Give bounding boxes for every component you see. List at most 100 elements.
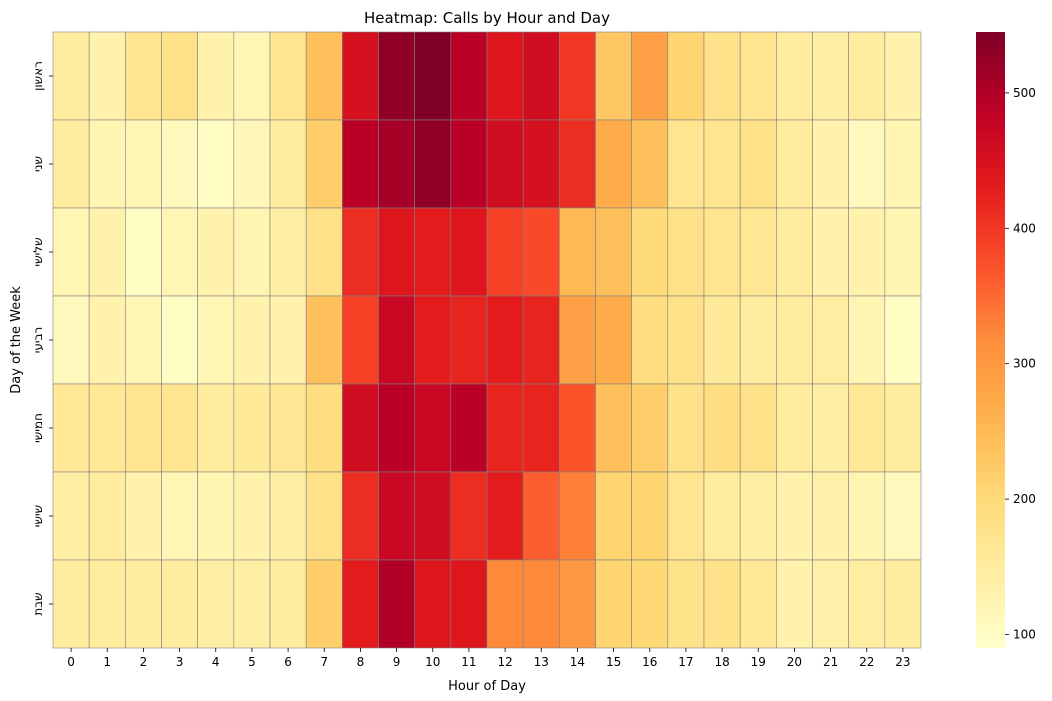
heatmap-cell bbox=[703, 119, 741, 209]
heatmap-cell bbox=[233, 471, 271, 561]
heatmap-cell bbox=[486, 119, 524, 209]
heatmap-cell bbox=[414, 559, 452, 649]
heatmap-cell bbox=[812, 559, 849, 649]
colorbar bbox=[976, 32, 1005, 648]
heatmap-cell bbox=[197, 559, 235, 649]
colorbar-tick-label: 500 bbox=[1013, 86, 1036, 100]
heatmap-cell bbox=[667, 207, 705, 297]
heatmap-cell bbox=[450, 295, 488, 385]
heatmap-cell bbox=[52, 295, 90, 385]
heatmap-cell bbox=[342, 31, 379, 121]
heatmap-cell bbox=[342, 295, 379, 385]
heatmap-cell bbox=[125, 207, 162, 297]
heatmap-cell bbox=[848, 119, 886, 209]
heatmap-cell bbox=[88, 383, 126, 473]
heatmap-cell bbox=[305, 471, 343, 561]
heatmap-cell bbox=[595, 383, 632, 473]
heatmap-cell bbox=[848, 559, 886, 649]
heatmap-cell bbox=[812, 31, 849, 121]
y-tick-label: ראשון bbox=[31, 61, 45, 91]
x-tick-label: 21 bbox=[823, 655, 838, 669]
heatmap-cell bbox=[595, 559, 632, 649]
x-tick-label: 7 bbox=[320, 655, 328, 669]
heatmap-cell bbox=[450, 471, 488, 561]
heatmap-cell bbox=[414, 119, 452, 209]
heatmap-cell bbox=[631, 119, 669, 209]
heatmap-cell bbox=[848, 383, 886, 473]
x-tick-label: 5 bbox=[248, 655, 256, 669]
heatmap-cell bbox=[559, 559, 596, 649]
x-tick-label: 18 bbox=[714, 655, 729, 669]
heatmap-cell bbox=[197, 383, 235, 473]
heatmap-cell bbox=[884, 383, 922, 473]
heatmap-cell bbox=[884, 31, 922, 121]
heatmap-cell bbox=[233, 559, 271, 649]
colorbar-tick-label: 300 bbox=[1013, 357, 1036, 371]
heatmap-cell bbox=[559, 31, 596, 121]
heatmap-cell bbox=[739, 207, 777, 297]
heatmap-cell bbox=[776, 559, 813, 649]
x-tick-label: 11 bbox=[461, 655, 476, 669]
heatmap-cell bbox=[559, 295, 596, 385]
heatmap-cell bbox=[739, 471, 777, 561]
heatmap-cell bbox=[233, 31, 271, 121]
colorbar-tick-label: 200 bbox=[1013, 492, 1036, 506]
heatmap-cell bbox=[305, 559, 343, 649]
heatmap-cell bbox=[595, 207, 632, 297]
x-tick-label: 1 bbox=[103, 655, 111, 669]
heatmap-cell bbox=[776, 471, 813, 561]
x-tick-label: 17 bbox=[678, 655, 693, 669]
heatmap-cell bbox=[667, 119, 705, 209]
heatmap-cell bbox=[52, 207, 90, 297]
heatmap-cell bbox=[305, 31, 343, 121]
heatmap-cell bbox=[88, 119, 126, 209]
x-tick-label: 9 bbox=[393, 655, 401, 669]
x-tick-label: 2 bbox=[140, 655, 148, 669]
heatmap-cell bbox=[342, 383, 379, 473]
x-tick-label: 3 bbox=[176, 655, 184, 669]
heatmap-cell bbox=[378, 383, 415, 473]
heatmap-cell bbox=[269, 383, 307, 473]
heatmap-cell bbox=[269, 119, 307, 209]
heatmap-cell bbox=[703, 295, 741, 385]
y-tick-label: חמישי bbox=[31, 413, 45, 443]
heatmap-cell bbox=[703, 383, 741, 473]
x-tick-label: 14 bbox=[570, 655, 585, 669]
heatmap-cell bbox=[884, 559, 922, 649]
heatmap-cell bbox=[486, 295, 524, 385]
heatmap-cell bbox=[161, 559, 198, 649]
heatmap-cell bbox=[739, 383, 777, 473]
heatmap-cell bbox=[414, 383, 452, 473]
heatmap-cell bbox=[812, 383, 849, 473]
x-axis-label: Hour of Day bbox=[448, 679, 526, 694]
heatmap-cell bbox=[161, 207, 198, 297]
heatmap-cell bbox=[595, 471, 632, 561]
heatmap-cell bbox=[125, 471, 162, 561]
heatmap-cell bbox=[125, 295, 162, 385]
heatmap-cell bbox=[269, 207, 307, 297]
heatmap-cell bbox=[305, 383, 343, 473]
heatmap-cell bbox=[631, 471, 669, 561]
colorbar-tick-label: 100 bbox=[1013, 627, 1036, 641]
heatmap-cell bbox=[667, 383, 705, 473]
heatmap-cell bbox=[522, 471, 560, 561]
heatmap-cell bbox=[52, 119, 90, 209]
x-tick-label: 0 bbox=[67, 655, 75, 669]
x-tick-label: 15 bbox=[606, 655, 621, 669]
heatmap-cell bbox=[197, 207, 235, 297]
heatmap-cell bbox=[522, 119, 560, 209]
heatmap-cell bbox=[559, 207, 596, 297]
heatmap-cell bbox=[269, 471, 307, 561]
chart-title: Heatmap: Calls by Hour and Day bbox=[364, 9, 610, 27]
heatmap-cell bbox=[342, 559, 379, 649]
heatmap-cell bbox=[88, 207, 126, 297]
y-tick-label: שישי bbox=[31, 505, 45, 527]
heatmap-cell bbox=[848, 31, 886, 121]
heatmap-cell bbox=[269, 559, 307, 649]
heatmap-cell bbox=[161, 383, 198, 473]
heatmap-cell bbox=[161, 471, 198, 561]
heatmap-cell bbox=[161, 295, 198, 385]
heatmap-cell bbox=[884, 471, 922, 561]
x-tick-label: 12 bbox=[497, 655, 512, 669]
heatmap-cell bbox=[703, 559, 741, 649]
